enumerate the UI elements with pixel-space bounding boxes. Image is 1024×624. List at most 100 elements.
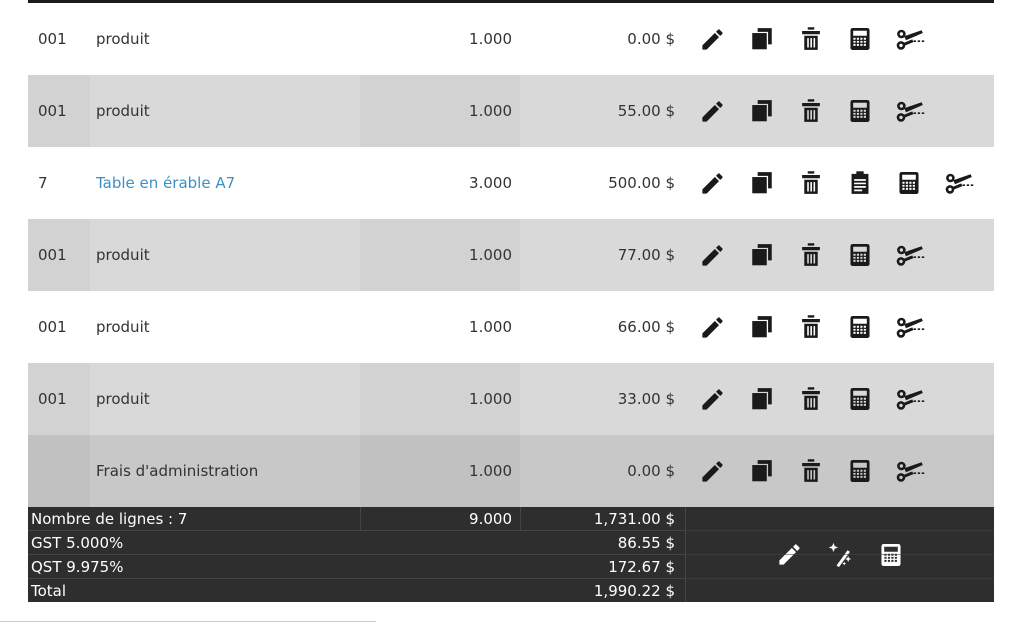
calculator-icon[interactable] xyxy=(847,242,873,268)
trash-icon[interactable] xyxy=(798,242,824,268)
item-quantity: 3.000 xyxy=(469,174,512,192)
row-actions xyxy=(685,363,994,435)
row-actions xyxy=(685,219,994,291)
summary-actions xyxy=(685,507,994,602)
pencil-icon[interactable] xyxy=(699,386,726,413)
item-description-cell: produit xyxy=(90,219,360,291)
scissors-icon[interactable] xyxy=(896,99,926,124)
scissors-icon[interactable] xyxy=(896,27,926,52)
pencil-icon[interactable] xyxy=(699,458,726,485)
item-code xyxy=(28,435,90,507)
pencil-icon[interactable] xyxy=(699,98,726,125)
summary-amount: 1,990.22 $ xyxy=(593,581,675,600)
item-quantity: 1.000 xyxy=(360,435,520,507)
pencil-icon[interactable] xyxy=(699,170,726,197)
item-description: produit xyxy=(96,318,150,336)
calculator-icon[interactable] xyxy=(847,386,873,412)
copy-icon[interactable] xyxy=(749,386,775,412)
scissors-icon[interactable] xyxy=(896,459,926,484)
item-code: 001 xyxy=(28,75,90,147)
item-description-cell: produit xyxy=(90,291,360,363)
line-item-row: 001 produit 1.000 33.00 $ xyxy=(28,363,994,435)
line-item-row: 001 produit 1.000 0.00 $ xyxy=(28,3,994,75)
item-amount: 0.00 $ xyxy=(627,462,675,480)
row-actions xyxy=(685,147,994,219)
pencil-icon[interactable] xyxy=(699,314,726,341)
copy-icon[interactable] xyxy=(749,170,775,196)
summary-row-divider xyxy=(686,554,994,555)
scissors-icon[interactable] xyxy=(896,243,926,268)
item-code: 001 xyxy=(28,363,90,435)
summary-label: QST 9.975% xyxy=(31,557,124,576)
scissors-icon[interactable] xyxy=(896,315,926,340)
item-quantity: 1.000 xyxy=(469,30,512,48)
item-description-cell: Table en érable A7 xyxy=(90,147,360,219)
row-actions xyxy=(685,435,994,507)
item-amount: 0.00 $ xyxy=(627,30,675,48)
item-description-cell: Frais d'administration xyxy=(90,435,360,507)
row-actions xyxy=(685,291,994,363)
item-description-cell: produit xyxy=(90,75,360,147)
trash-icon[interactable] xyxy=(798,314,824,340)
item-quantity: 1.000 xyxy=(360,363,520,435)
line-item-row: Frais d'administration 1.000 0.00 $ xyxy=(28,435,994,507)
item-description-link[interactable]: Table en érable A7 xyxy=(96,174,236,192)
item-code: 001 xyxy=(28,219,90,291)
copy-icon[interactable] xyxy=(749,98,775,124)
summary-quantity: 9.000 xyxy=(360,507,520,530)
summary-row: GST 5.000% 86.55 $ xyxy=(28,530,685,554)
copy-icon[interactable] xyxy=(749,26,775,52)
line-items: 001 produit 1.000 0.00 $ 001 produit 1.000 55.0… xyxy=(28,3,994,507)
item-description: produit xyxy=(96,102,150,120)
item-description-cell: produit xyxy=(90,363,360,435)
page-bottom-divider xyxy=(0,621,376,622)
pencil-icon[interactable] xyxy=(699,26,726,53)
scissors-icon[interactable] xyxy=(896,387,926,412)
item-description-cell: produit xyxy=(90,3,360,75)
item-description: produit xyxy=(96,30,150,48)
item-amount: 55.00 $ xyxy=(617,102,675,120)
trash-icon[interactable] xyxy=(798,386,824,412)
copy-icon[interactable] xyxy=(749,314,775,340)
item-quantity: 1.000 xyxy=(360,75,520,147)
summary-row: Total 1,990.22 $ xyxy=(28,578,685,602)
item-description: Frais d'administration xyxy=(96,462,259,480)
scissors-icon[interactable] xyxy=(945,171,975,196)
calculator-icon[interactable] xyxy=(847,314,873,340)
summary-label: Total xyxy=(31,581,67,600)
summary-amount: 172.67 $ xyxy=(608,557,675,576)
summary-footer: Nombre de lignes : 7 9.000 1,731.00 $ GST 5… xyxy=(28,507,994,602)
item-code: 7 xyxy=(38,174,48,192)
calculator-icon[interactable] xyxy=(847,458,873,484)
trash-icon[interactable] xyxy=(798,458,824,484)
row-actions xyxy=(685,3,994,75)
item-quantity: 1.000 xyxy=(360,219,520,291)
summary-row: Nombre de lignes : 7 9.000 1,731.00 $ xyxy=(28,507,685,530)
trash-icon[interactable] xyxy=(798,26,824,52)
line-item-row: 001 produit 1.000 77.00 $ xyxy=(28,219,994,291)
item-amount: 77.00 $ xyxy=(617,246,675,264)
line-items-table: 001 produit 1.000 0.00 $ 001 produit 1.000 55.0… xyxy=(28,0,994,602)
line-item-row: 001 produit 1.000 66.00 $ xyxy=(28,291,994,363)
copy-icon[interactable] xyxy=(749,242,775,268)
item-code: 001 xyxy=(38,318,67,336)
line-item-row: 7 Table en érable A7 3.000 500.00 $ xyxy=(28,147,994,219)
trash-icon[interactable] xyxy=(798,170,824,196)
item-quantity: 1.000 xyxy=(469,318,512,336)
pencil-icon[interactable] xyxy=(699,242,726,269)
item-description: produit xyxy=(96,246,150,264)
summary-amount: 1,731.00 $ xyxy=(520,507,685,530)
trash-icon[interactable] xyxy=(798,98,824,124)
summary-label: GST 5.000% xyxy=(31,533,124,552)
table-top-border xyxy=(28,0,994,3)
calculator-icon[interactable] xyxy=(847,26,873,52)
summary-row: QST 9.975% 172.67 $ xyxy=(28,554,685,578)
calculator-icon[interactable] xyxy=(847,98,873,124)
copy-icon[interactable] xyxy=(749,458,775,484)
row-actions xyxy=(685,75,994,147)
item-description: produit xyxy=(96,390,150,408)
calculator-icon[interactable] xyxy=(896,170,922,196)
clipboard-icon[interactable] xyxy=(847,170,873,196)
item-amount: 66.00 $ xyxy=(617,318,675,336)
